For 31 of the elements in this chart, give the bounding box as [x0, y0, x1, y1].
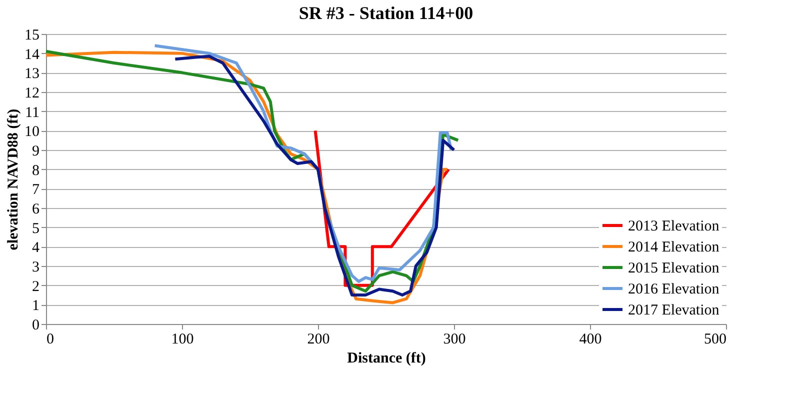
y-tick-label: 8 — [32, 162, 40, 179]
legend-label: 2013 Elevation — [628, 218, 720, 234]
y-tick-label: 7 — [32, 182, 40, 198]
y-tick-label: 12 — [24, 86, 40, 102]
y-tick-label: 11 — [25, 104, 40, 121]
y-tick-label: 5 — [32, 220, 40, 237]
y-tick-label: 15 — [24, 28, 40, 44]
y-tick-label: 10 — [24, 124, 40, 140]
y-tick-label: 4 — [32, 240, 40, 256]
x-tick-label: 0 — [46, 332, 54, 348]
x-tick-label: 400 — [579, 332, 602, 348]
x-tick-label: 300 — [443, 332, 466, 348]
line-series — [174, 54, 456, 296]
y-axis-title: elevation NAVD88 (ft) — [6, 108, 22, 250]
legend-label: 2016 Elevation — [628, 282, 720, 298]
legend-label: 2017 Elevation — [628, 302, 720, 318]
y-tick-label: 3 — [32, 260, 40, 276]
x-tick-label: 500 — [704, 332, 726, 348]
legend-label: 2014 Elevation — [628, 240, 720, 256]
x-tick-label: 100 — [171, 332, 194, 348]
x-axis-title: Distance (ft) — [347, 350, 426, 366]
x-tick-label: 200 — [307, 332, 330, 348]
legend-label: 2015 Elevation — [628, 260, 720, 276]
y-tick-label: 13 — [24, 66, 40, 82]
y-tick-label: 0 — [32, 318, 40, 334]
y-tick-label: 9 — [32, 144, 40, 160]
y-tick-label: 1 — [32, 298, 40, 314]
chart-title: SR #3 - Station 114+00 — [298, 3, 474, 23]
y-tick-label: 2 — [32, 278, 40, 295]
y-tick-label: 6 — [32, 202, 40, 218]
y-tick-label: 14 — [24, 46, 40, 63]
